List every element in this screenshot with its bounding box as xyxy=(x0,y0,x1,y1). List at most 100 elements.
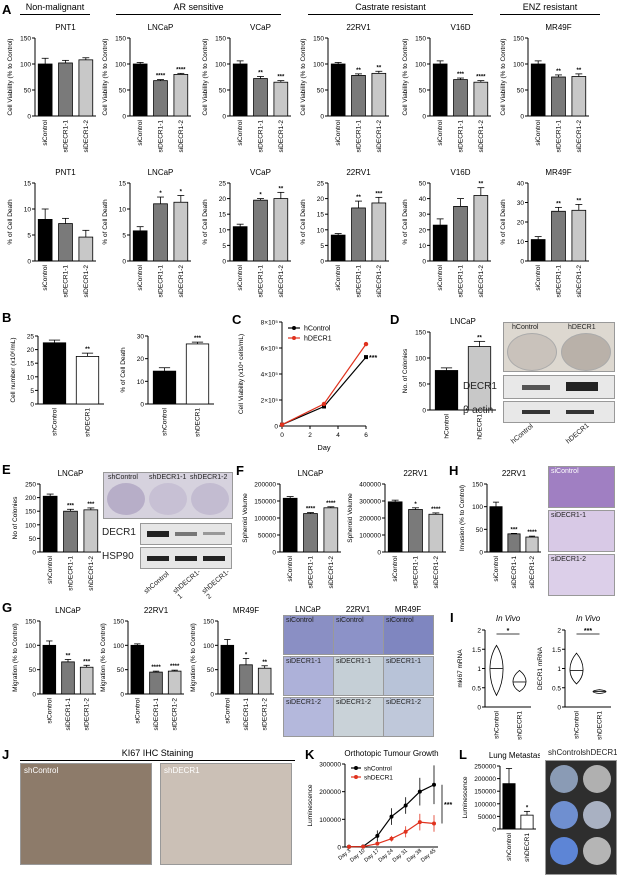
blot-band xyxy=(566,382,598,391)
bar xyxy=(37,63,53,117)
chart-c-cell-viability: 0 2×10⁵ 4×10⁵ 6×10⁵ 8×10⁵ Cell Viability (x10… xyxy=(238,320,377,453)
y-axis-label: Cell Viability (% to Control) xyxy=(102,38,109,115)
x-tick-label: siControl xyxy=(42,264,49,290)
x-tick-label: siControl xyxy=(535,119,542,145)
western-blot: DECR1 β-actin xyxy=(463,375,615,425)
y-tick-label: 100 xyxy=(415,62,426,69)
chart-title: 22RV1 xyxy=(403,469,428,478)
x-tick-label: shDECR1 xyxy=(597,711,604,740)
panel-letter-a: A xyxy=(2,2,12,17)
bar xyxy=(453,79,468,117)
x-tick-label: siDECR1-1 xyxy=(158,120,165,153)
x-tick-label: siControl xyxy=(237,264,244,290)
significance-label: ** xyxy=(262,660,267,666)
y-tick-label: 2 xyxy=(477,628,481,635)
migration-micrograph: siDECR1-1 xyxy=(383,656,434,696)
significance-label: *** xyxy=(87,502,95,508)
y-tick-label: 0.5 xyxy=(472,685,481,692)
y-tick-label: 20 xyxy=(517,220,525,227)
chart-g-mr49f-migration: MR49F 0 50 100 150 Migration (% to Control) si… xyxy=(190,606,274,731)
colony-dish-image: shControl shDECR1-1 shDECR1-2 xyxy=(103,472,233,519)
panel-letter-d: D xyxy=(390,312,400,327)
image-label: siDECR1-1 xyxy=(286,658,322,665)
y-tick-label: 100 xyxy=(25,522,36,529)
y-axis-label: Luminescence xyxy=(307,784,314,826)
chart-f-22rv1-spheroid: 22RV1 0 100000 200000 300000 400000 Spheroid V… xyxy=(347,469,446,589)
y-tick-label: 150 xyxy=(513,36,524,43)
y-tick-label: 20 xyxy=(219,196,227,203)
significance-label: ** xyxy=(576,68,581,74)
x-tick-label: shControl xyxy=(47,555,54,583)
bar xyxy=(83,509,99,553)
y-tick-label: 50 xyxy=(419,382,427,389)
migration-micrograph: siDECR1-2 xyxy=(333,697,384,737)
bar xyxy=(61,661,75,695)
bar xyxy=(473,81,489,117)
significance-label: ** xyxy=(356,68,361,74)
x-tick-label: Day 24 xyxy=(378,848,395,864)
colony-dish-image: hControl hDECR1 xyxy=(503,322,615,372)
significance-label: * xyxy=(180,189,183,195)
x-tick-label: shDECR1 xyxy=(195,408,202,437)
blot-lane-label: hDECR1 xyxy=(565,422,591,446)
y-tick-label: 15 xyxy=(219,212,227,219)
chart-title: Orthotopic Tumour Growth xyxy=(344,749,438,758)
chart-f-lncap-spheroid: LNCaP 0 50000 100000 150000 200000 Spheroid Vo… xyxy=(242,469,341,589)
y-axis-label: Cell Viability (% to Control) xyxy=(500,38,507,115)
bar xyxy=(408,509,423,553)
y-tick-label: 40 xyxy=(517,181,525,188)
y-axis-label: Cell Viability (% to Control) xyxy=(300,38,307,115)
y-tick-label: 10 xyxy=(317,227,325,234)
panel-letter-e: E xyxy=(2,462,11,477)
y-tick-label: 50000 xyxy=(258,533,276,540)
y-tick-label: 5 xyxy=(222,243,226,250)
y-tick-label: 50 xyxy=(119,88,127,95)
y-tick-label: 50 xyxy=(24,88,32,95)
migration-micrograph: siDECR1-2 xyxy=(383,697,434,737)
blot-band-row xyxy=(503,375,615,399)
group-header-line xyxy=(116,14,281,15)
x-tick-label: siDECR1-2 xyxy=(478,120,485,153)
invasion-micrograph: siDECR1-1 xyxy=(548,510,615,552)
data-point xyxy=(322,404,326,409)
blot-band xyxy=(566,410,594,414)
x-tick-label: 0 xyxy=(280,432,284,439)
significance-label: * xyxy=(507,628,510,635)
bar xyxy=(63,510,78,553)
y-tick-label: 2×10⁵ xyxy=(261,398,279,405)
violin xyxy=(489,644,504,697)
x-tick-label: siDECR1-1 xyxy=(63,265,70,298)
bar xyxy=(323,507,339,553)
bar xyxy=(37,219,53,262)
significance-label: ** xyxy=(85,347,90,353)
blot-label: DECR1 xyxy=(102,527,136,538)
ihc-title: KI67 IHC Staining xyxy=(121,748,194,758)
significance-label: ** xyxy=(278,186,283,192)
y-tick-label: 0 xyxy=(210,692,214,699)
significance-label: **** xyxy=(527,530,537,536)
image-label: siDECR1-1 xyxy=(551,512,587,519)
y-tick-label: 40 xyxy=(419,196,427,203)
bar xyxy=(167,670,182,695)
bar xyxy=(253,78,268,117)
y-tick-label: 1.5 xyxy=(472,647,481,654)
lung-well xyxy=(583,801,611,829)
significance-label: * xyxy=(159,191,162,197)
x-tick-label: siControl xyxy=(335,264,342,290)
legend-label: shDECR1 xyxy=(364,775,393,782)
x-tick-label: siDECR1-1 xyxy=(63,120,70,153)
legend-label: hDECR1 xyxy=(304,336,332,343)
y-axis-label: No. of Colonies xyxy=(402,348,409,393)
y-axis-label: % of Cell Death xyxy=(300,199,307,245)
significance-label: * xyxy=(526,805,529,811)
x-tick-label: Day 10 xyxy=(349,848,366,864)
x-tick-label: Day 45 xyxy=(420,848,437,864)
significance-label: ** xyxy=(556,201,561,207)
y-tick-label: 0 xyxy=(274,424,278,431)
chart-a-pnt1-death: PNT1 0 5 10 15 % of Cell Death siControl siDECR… xyxy=(7,168,96,298)
x-tick-label: shDECR1 xyxy=(85,408,92,437)
y-tick-label: 0 xyxy=(422,408,426,415)
x-tick-label: Day 17 xyxy=(363,848,380,864)
y-tick-label: 2 xyxy=(557,628,561,635)
significance-label: *** xyxy=(457,72,465,78)
